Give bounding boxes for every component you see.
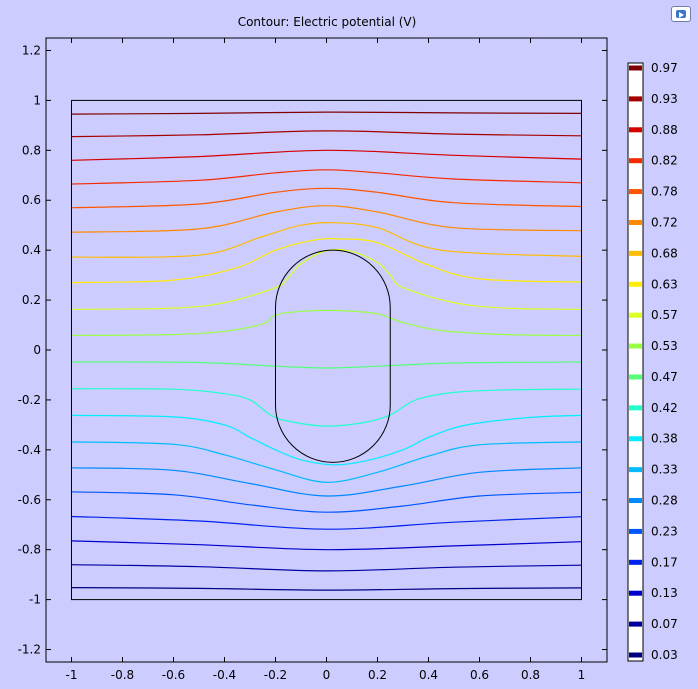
legend-label: 0.97	[651, 61, 678, 75]
legend-label: 0.47	[651, 370, 678, 384]
y-tick-label: -1.2	[18, 643, 41, 657]
contour-line	[71, 540, 582, 551]
contour-line	[71, 248, 582, 310]
contour-line	[71, 205, 582, 233]
legend-swatch	[629, 621, 642, 627]
x-tick-label: -0.8	[111, 668, 134, 682]
y-tick-label: 0.2	[22, 293, 41, 307]
x-tick-label: 0.8	[521, 668, 540, 682]
legend-bar	[627, 62, 644, 662]
legend-swatch	[629, 405, 642, 411]
color-legend: 0.97 0.93 0.88 0.82 0.78 0.72 0.68 0.63 0.57 0.53…	[627, 61, 678, 662]
contour-line	[71, 149, 582, 161]
legend-label: 0.78	[651, 185, 678, 199]
contour-line	[71, 414, 582, 466]
y-tick-label: -0.4	[18, 443, 41, 457]
contour-line	[71, 467, 582, 497]
legend-label: 0.07	[651, 617, 678, 631]
x-tick-label: 0	[323, 668, 331, 682]
contour-lines	[71, 111, 582, 591]
legend-swatch	[629, 374, 642, 380]
x-tick-label: 0.4	[419, 668, 438, 682]
legend-label: 0.13	[651, 586, 678, 600]
legend-label: 0.93	[651, 92, 678, 106]
x-tick-label: 0.6	[470, 668, 489, 682]
legend-swatch	[629, 528, 642, 534]
contour-line	[71, 564, 582, 572]
legend-swatch	[629, 65, 642, 71]
legend-label: 0.88	[651, 123, 678, 137]
axes-frame	[45, 37, 608, 663]
legend-label: 0.72	[651, 215, 678, 229]
y-tick-label: 0.8	[22, 143, 41, 157]
legend-swatch	[629, 590, 642, 596]
chart-title: Contour: Electric potential (V)	[238, 15, 417, 29]
legend-label: 0.03	[651, 648, 678, 662]
x-tick-label: -0.4	[213, 668, 236, 682]
y-axis: 1.2 1 0.8 0.6 0.4 0.2 0 -0.2 -0.4 -0.6 -0.8 -1 -1.2	[18, 43, 607, 657]
legend-swatch	[629, 127, 642, 133]
legend-swatch	[629, 158, 642, 164]
y-tick-label: 0.4	[22, 243, 41, 257]
x-tick-label: 0.2	[368, 668, 387, 682]
x-axis: -1 -0.8 -0.6 -0.4 -0.2 0 0.2 0.4 0.6 0.8 1	[66, 38, 586, 682]
play-icon[interactable]	[671, 6, 691, 22]
legend-label: 0.17	[651, 555, 678, 569]
y-tick-label: -0.2	[18, 393, 41, 407]
contour-line	[71, 238, 582, 284]
contour-line	[71, 169, 582, 185]
y-tick-label: -1	[29, 593, 41, 607]
y-tick-label: 0.6	[22, 193, 41, 207]
x-tick-label: -0.6	[162, 668, 185, 682]
legend-label: 0.53	[651, 339, 678, 353]
legend-swatch	[629, 250, 642, 256]
y-tick-label: 0	[33, 343, 41, 357]
legend-swatch	[629, 312, 642, 318]
legend-label: 0.42	[651, 401, 678, 415]
contour-line	[71, 361, 582, 369]
y-tick-label: -0.6	[18, 493, 41, 507]
y-tick-label: 1	[33, 93, 41, 107]
contour-line	[71, 187, 582, 209]
legend-swatch	[629, 189, 642, 195]
contour-line	[71, 130, 582, 138]
contour-line	[71, 388, 582, 427]
contour-line	[71, 491, 582, 513]
contour-line	[71, 309, 582, 337]
legend-swatch	[629, 652, 642, 658]
legend-swatch	[629, 467, 642, 473]
contour-line	[71, 221, 582, 258]
legend-label: 0.57	[651, 308, 678, 322]
contour-line	[71, 587, 582, 591]
legend-label: 0.23	[651, 524, 678, 538]
legend-label: 0.68	[651, 246, 678, 260]
domain-boundary	[71, 99, 582, 601]
legend-label: 0.33	[651, 463, 678, 477]
legend-label: 0.38	[651, 432, 678, 446]
legend-swatch	[629, 281, 642, 287]
legend-swatch	[629, 343, 642, 349]
x-tick-label: 1	[578, 668, 586, 682]
legend-swatch	[629, 96, 642, 102]
legend-swatch	[629, 559, 642, 565]
contour-line	[71, 441, 582, 483]
legend-swatch	[629, 498, 642, 504]
legend-swatch	[629, 436, 642, 442]
y-tick-label: -0.8	[18, 543, 41, 557]
x-tick-label: -0.2	[264, 668, 287, 682]
legend-label: 0.63	[651, 277, 678, 291]
x-tick-label: -1	[66, 668, 78, 682]
legend-label: 0.28	[651, 494, 678, 508]
y-tick-label: 1.2	[22, 43, 41, 57]
contour-line	[71, 111, 582, 115]
legend-label: 0.82	[651, 154, 678, 168]
inner-conductor-boundary	[275, 249, 391, 463]
legend-swatch	[629, 219, 642, 225]
contour-line	[71, 515, 582, 530]
